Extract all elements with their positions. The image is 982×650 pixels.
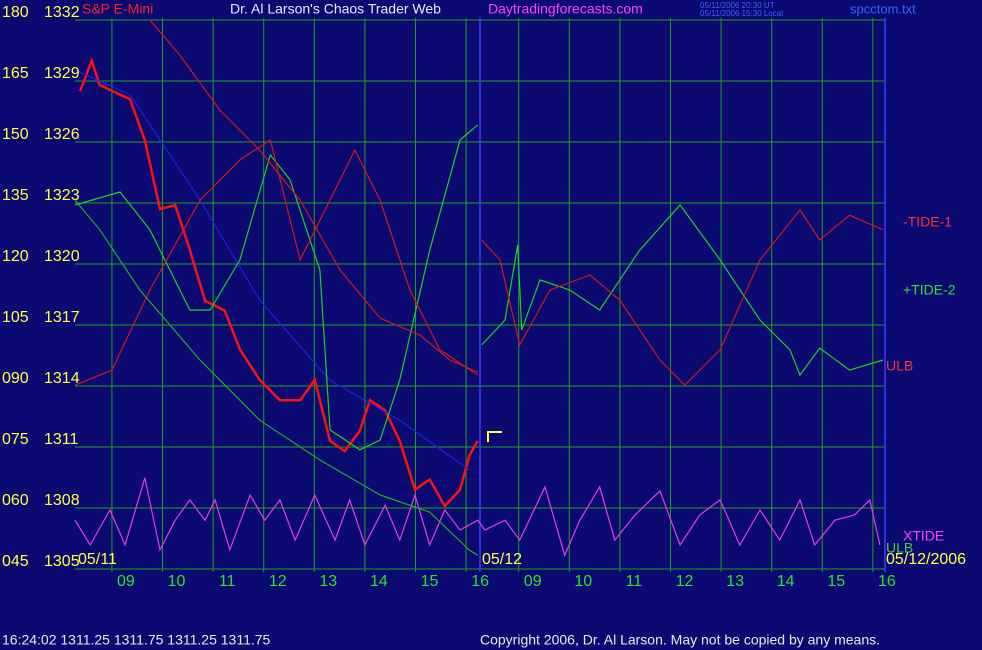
date-label: 05/12/2006 (886, 551, 966, 568)
x-tick-label: 16 (878, 573, 896, 590)
series-line (74, 199, 479, 556)
y2-tick-label: 1308 (44, 492, 80, 509)
x-tick-label: 11 (626, 573, 643, 590)
y-tick-label: 075 (2, 431, 29, 448)
series-lines (74, 19, 884, 557)
file-name: spcctom.txt (850, 1, 916, 16)
x-tick-label: 12 (676, 573, 694, 590)
series-label: -TIDE-1 (903, 214, 952, 230)
series-line (74, 477, 881, 557)
y-tick-label: 060 (2, 492, 29, 509)
x-tick-label: 15 (827, 573, 845, 590)
y2-tick-label: 1305 (44, 553, 80, 570)
series-line (149, 19, 478, 373)
date-label: 05/11 (78, 551, 117, 568)
x-tick-label: 09 (117, 573, 135, 590)
x-tick-label: 13 (319, 573, 337, 590)
chart-title: Dr. Al Larson's Chaos Trader Web (230, 1, 441, 17)
series-line (74, 139, 884, 387)
series-label: ULB (886, 540, 913, 556)
y2-tick-label: 1317 (44, 309, 80, 326)
x-tick-label: 14 (777, 573, 795, 590)
status-line: 16:24:02 1311.25 1311.75 1311.25 1311.75 (2, 632, 271, 648)
y-tick-label: 045 (2, 553, 29, 570)
copyright: Copyright 2006, Dr. Al Larson. May not b… (480, 632, 880, 648)
website: Daytradingforecasts.com (488, 1, 643, 17)
x-tick-label: 16 (471, 573, 489, 590)
y2-tick-label: 1320 (44, 248, 80, 265)
x-tick-label: 14 (370, 573, 388, 590)
x-tick-label: 15 (421, 573, 439, 590)
forecast-marker (487, 431, 502, 442)
y2-tick-label: 1329 (44, 65, 80, 82)
y-tick-label: 105 (2, 309, 29, 326)
instrument-label: S&P E-Mini (82, 1, 153, 17)
y2-tick-label: 1326 (44, 126, 80, 143)
y-tick-label: 090 (2, 370, 29, 387)
y2-tick-label: 1332 (44, 4, 80, 21)
y-tick-label: 180 (2, 4, 29, 21)
series-line (74, 69, 470, 471)
y-tick-label: 150 (2, 126, 29, 143)
series-label: ULB (886, 358, 913, 374)
series-label: +TIDE-2 (903, 282, 956, 298)
y2-tick-label: 1314 (44, 370, 80, 387)
timestamp-ut: 05/11/2006 20:30 UT (700, 1, 775, 10)
x-tick-label: 13 (726, 573, 744, 590)
y-tick-label: 135 (2, 187, 29, 204)
y2-tick-label: 1311 (44, 431, 79, 448)
series-line (78, 56, 479, 509)
x-tick-label: 10 (168, 573, 186, 590)
x-tick-label: 10 (574, 573, 592, 590)
timestamp-local: 05/11/2006 15:30 Local (700, 9, 783, 18)
x-tick-label: 12 (269, 573, 287, 590)
x-tick-label: 11 (219, 573, 236, 590)
y-tick-label: 120 (2, 248, 29, 265)
date-label: 05/12 (482, 551, 522, 568)
series-label: XTIDE (903, 528, 944, 544)
y-tick-label: 165 (2, 65, 29, 82)
x-tick-label: 09 (524, 573, 542, 590)
series-line (74, 124, 884, 451)
y2-tick-label: 1323 (44, 187, 80, 204)
